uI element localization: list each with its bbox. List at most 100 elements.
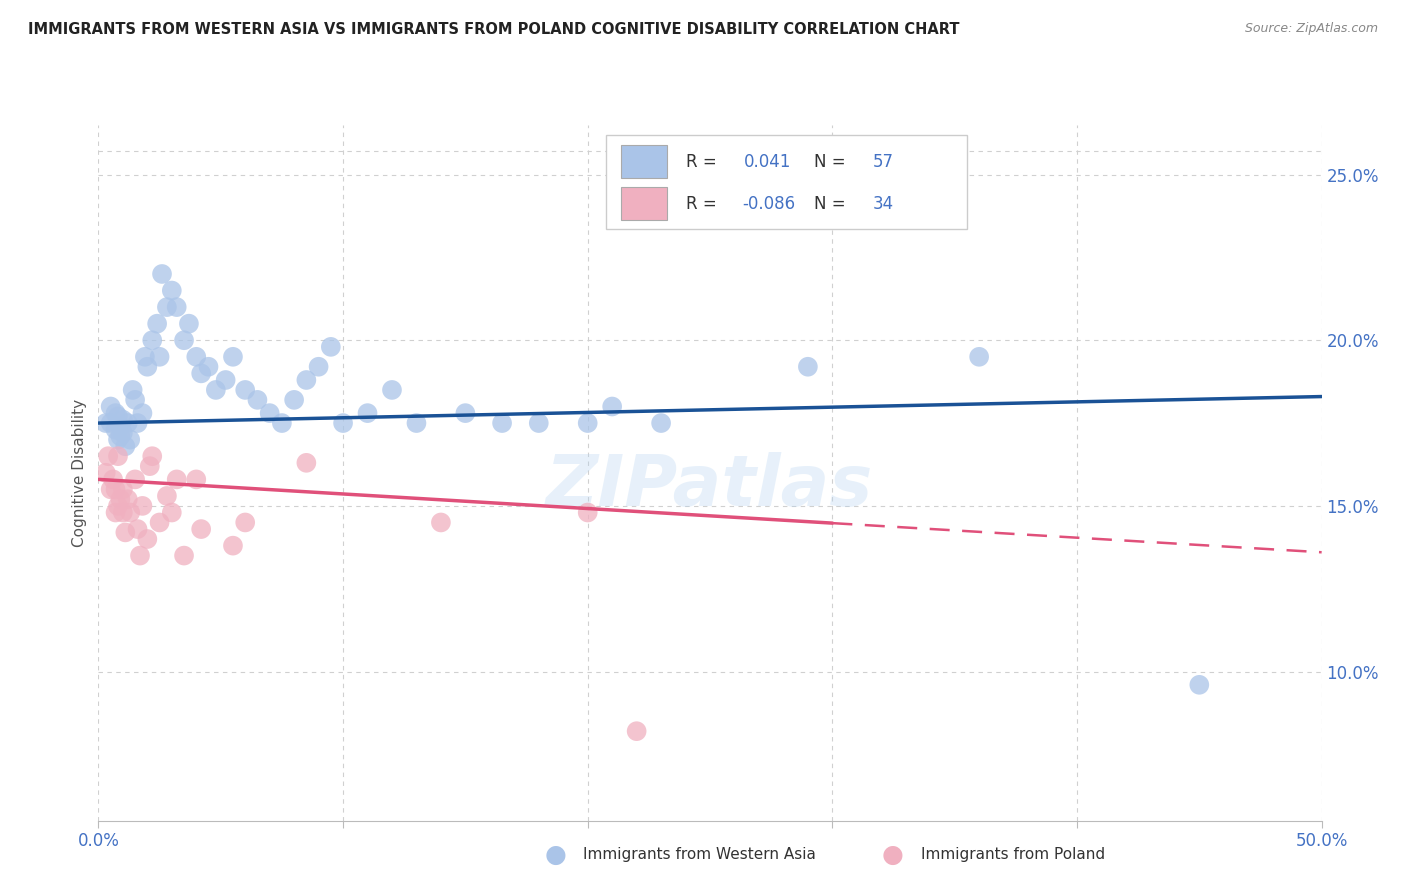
Bar [620, 186, 668, 220]
Point [110, 429, 132, 443]
Point [430, 516, 453, 530]
Point [110, 419, 132, 434]
Point [454, 406, 477, 420]
Point [107, 449, 129, 463]
Text: N =: N = [814, 194, 851, 212]
Point [214, 373, 236, 387]
Text: Source: ZipAtlas.com: Source: ZipAtlas.com [1244, 22, 1378, 36]
Point [233, 383, 256, 397]
Point [190, 522, 212, 536]
Point [100, 400, 122, 414]
Point [173, 549, 195, 563]
Point [141, 333, 163, 347]
Point [491, 416, 513, 430]
Point [111, 425, 134, 440]
Point [797, 359, 820, 374]
Point [107, 409, 129, 424]
Text: N =: N = [814, 153, 851, 170]
Point [94, 466, 117, 480]
Text: -0.086: -0.086 [742, 194, 794, 212]
Point [127, 522, 149, 536]
Point [127, 416, 149, 430]
Point [131, 499, 153, 513]
Point [146, 317, 169, 331]
Point [166, 472, 188, 486]
Point [197, 359, 219, 374]
Point [166, 300, 188, 314]
Text: R =: R = [686, 194, 721, 212]
Text: 57: 57 [873, 153, 894, 170]
Point [576, 416, 599, 430]
Text: 0.041: 0.041 [744, 153, 792, 170]
Point [150, 267, 173, 281]
Point [134, 350, 156, 364]
Point [117, 492, 139, 507]
Point [1188, 678, 1211, 692]
Point [246, 392, 269, 407]
Point [114, 439, 136, 453]
Point [111, 506, 134, 520]
Point [149, 350, 172, 364]
Bar [620, 145, 668, 178]
Point [124, 392, 146, 407]
Point [149, 516, 172, 530]
Point [104, 406, 127, 420]
Point [259, 406, 281, 420]
Point [650, 416, 672, 430]
Point [356, 406, 378, 420]
Point [160, 506, 183, 520]
Point [129, 549, 152, 563]
Text: IMMIGRANTS FROM WESTERN ASIA VS IMMIGRANTS FROM POLAND COGNITIVE DISABILITY CORR: IMMIGRANTS FROM WESTERN ASIA VS IMMIGRAN… [28, 22, 960, 37]
Point [136, 532, 159, 546]
Point [114, 525, 136, 540]
Text: ZIPatlas: ZIPatlas [547, 452, 873, 521]
Point [308, 359, 330, 374]
Point [117, 416, 139, 430]
Point [156, 489, 179, 503]
Point [748, 201, 770, 215]
Point [576, 506, 599, 520]
Point [131, 406, 153, 420]
Point [111, 483, 134, 497]
Point [205, 383, 228, 397]
Point [97, 449, 120, 463]
Point [141, 449, 163, 463]
Point [233, 516, 256, 530]
Point [405, 416, 427, 430]
Y-axis label: Cognitive Disability: Cognitive Disability [72, 399, 87, 547]
Point [967, 350, 990, 364]
Point [104, 483, 127, 497]
Text: Immigrants from Western Asia: Immigrants from Western Asia [583, 847, 817, 862]
Point [124, 472, 146, 486]
Point [186, 350, 208, 364]
Point [332, 416, 354, 430]
Point [190, 367, 212, 381]
Point [121, 383, 143, 397]
Point [295, 373, 318, 387]
Point [222, 539, 245, 553]
Point [156, 300, 179, 314]
Point [626, 724, 648, 739]
Point [139, 459, 162, 474]
Point [100, 416, 122, 430]
Point [319, 340, 342, 354]
Point [104, 423, 127, 437]
Point [104, 506, 127, 520]
Point [136, 359, 159, 374]
Point [120, 433, 142, 447]
Text: R =: R = [686, 153, 721, 170]
Point [527, 416, 550, 430]
Point [295, 456, 318, 470]
Point [177, 317, 200, 331]
Point [107, 499, 129, 513]
Point [120, 506, 142, 520]
Point [600, 400, 623, 414]
Text: ●: ● [882, 843, 904, 866]
Point [100, 483, 122, 497]
Text: 34: 34 [873, 194, 894, 212]
Point [94, 416, 117, 430]
Point [110, 492, 132, 507]
Text: ●: ● [544, 843, 567, 866]
FancyBboxPatch shape [606, 136, 967, 229]
Point [173, 333, 195, 347]
